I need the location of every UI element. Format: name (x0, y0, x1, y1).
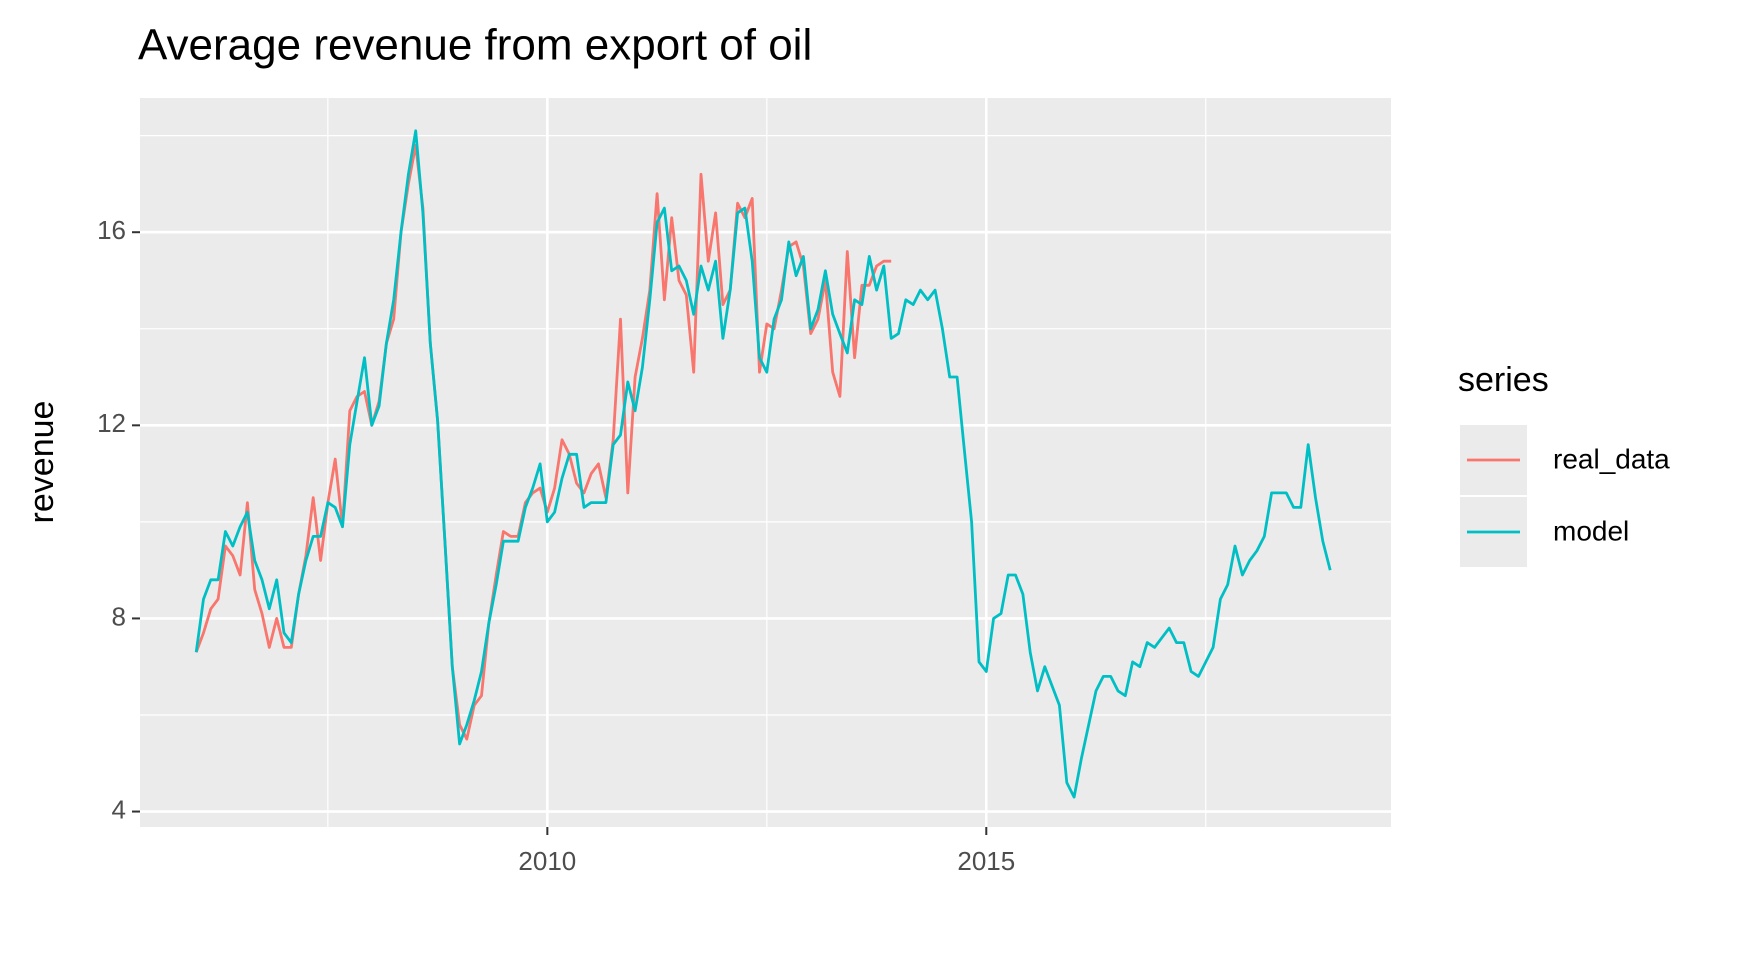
y-tick-label: 8 (112, 601, 126, 631)
x-tick-label: 2015 (957, 846, 1015, 876)
legend-title: series (1458, 361, 1549, 399)
legend-label: real_data (1553, 443, 1670, 474)
x-tick-label: 2010 (518, 846, 576, 876)
y-tick-label: 12 (97, 408, 126, 438)
series-line (194, 129, 1332, 799)
y-tick-label: 16 (97, 215, 126, 245)
legend-label: model (1553, 515, 1629, 546)
y-axis-label: revenue (23, 401, 61, 524)
chart-title: Average revenue from export of oil (138, 21, 812, 70)
y-tick-label: 4 (112, 794, 126, 824)
